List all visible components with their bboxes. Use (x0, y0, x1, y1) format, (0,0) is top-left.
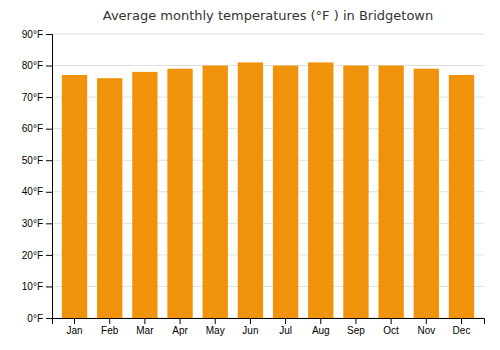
tick: Feb (101, 318, 119, 336)
tick: 90°F (22, 29, 52, 40)
tick-mark (426, 318, 427, 324)
tick-mark (46, 223, 52, 224)
tick-mark (46, 34, 52, 35)
title: Average monthly temperatures (°F ) in Br… (103, 8, 433, 23)
tick-mark (180, 318, 181, 324)
tick-mark (355, 318, 356, 324)
tick-label: Jun (242, 325, 258, 336)
tick-label: 80°F (22, 60, 43, 71)
tick-label: Sep (347, 325, 365, 336)
bar (308, 62, 333, 318)
tick-mark (250, 318, 251, 324)
tick-mark (46, 286, 52, 287)
tick: Nov (417, 318, 435, 336)
tick-label: 70°F (22, 92, 43, 103)
bar (62, 75, 87, 318)
tick-mark (144, 318, 145, 324)
tick-label: Jul (279, 325, 292, 336)
tick-label: 50°F (22, 155, 43, 166)
bar (414, 69, 439, 318)
bars (62, 62, 474, 318)
tick-label: Mar (136, 325, 154, 336)
tick-label: 10°F (22, 281, 43, 292)
bar (238, 62, 263, 318)
bar (343, 66, 368, 318)
tick-mark (46, 318, 52, 319)
tick-mark (320, 318, 321, 324)
tick-mark (215, 318, 216, 324)
tick: Oct (383, 318, 399, 336)
tick-mark (46, 129, 52, 130)
grid (52, 34, 484, 318)
tick-mark (391, 318, 392, 324)
tick: May (206, 318, 225, 336)
tick: Aug (312, 318, 330, 336)
grid-line (52, 65, 484, 66)
tick: 50°F (22, 155, 52, 166)
tick-label: Feb (101, 325, 119, 336)
tick-label: Oct (383, 325, 399, 336)
grid-line (52, 34, 484, 35)
y-axis: 0°F 10°F 20°F 30°F 40°F 50°F 60°F 70°F 80°F 90°F (22, 29, 53, 324)
tick: 20°F (22, 250, 52, 261)
x-axis: Jan Feb Mar Apr May Jun Jul Aug Sep Oct Nov Dec (53, 318, 485, 336)
tick-label: 40°F (22, 186, 43, 197)
tick-label: May (206, 325, 225, 336)
bar (167, 69, 192, 318)
tick: Jul (279, 318, 292, 336)
tick: 80°F (22, 60, 52, 71)
bar (378, 66, 403, 318)
tick: 10°F (22, 281, 52, 292)
tick: 30°F (22, 218, 52, 229)
axis-line (53, 319, 485, 325)
tick-label: Jan (66, 325, 82, 336)
tick: 0°F (27, 313, 52, 324)
tick: Apr (172, 318, 188, 336)
tick-label: 20°F (22, 250, 43, 261)
tick: Sep (347, 318, 365, 336)
tick-label: Aug (312, 325, 330, 336)
tick-mark (46, 255, 52, 256)
bar (132, 72, 157, 318)
bar (273, 66, 298, 318)
axis-line (46, 35, 53, 319)
tick-mark (285, 318, 286, 324)
tick: 40°F (22, 186, 52, 197)
tick: Dec (453, 318, 471, 336)
bar (203, 66, 228, 318)
bar (449, 75, 474, 318)
tick-label: 60°F (22, 123, 43, 134)
bar (97, 78, 122, 318)
tick-label: Apr (172, 325, 188, 336)
chart: 0°F 10°F 20°F 30°F 40°F 50°F 60°F 70°F 80°F 90°F J… (0, 0, 500, 350)
tick-label: 0°F (27, 313, 43, 324)
tick-mark (461, 318, 462, 324)
tick-mark (46, 97, 52, 98)
tick: 70°F (22, 92, 52, 103)
tick-mark (46, 160, 52, 161)
tick-label: 30°F (22, 218, 43, 229)
tick: Jun (242, 318, 258, 336)
tick-mark (74, 318, 75, 324)
tick-label: Dec (453, 325, 471, 336)
tick: Jan (66, 318, 82, 336)
tick-mark (109, 318, 110, 324)
tick: 60°F (22, 123, 52, 134)
tick: Mar (136, 318, 154, 336)
tick-label: 90°F (22, 29, 43, 40)
tick-label: Nov (417, 325, 435, 336)
tick-mark (46, 66, 52, 67)
tick-mark (46, 192, 52, 193)
